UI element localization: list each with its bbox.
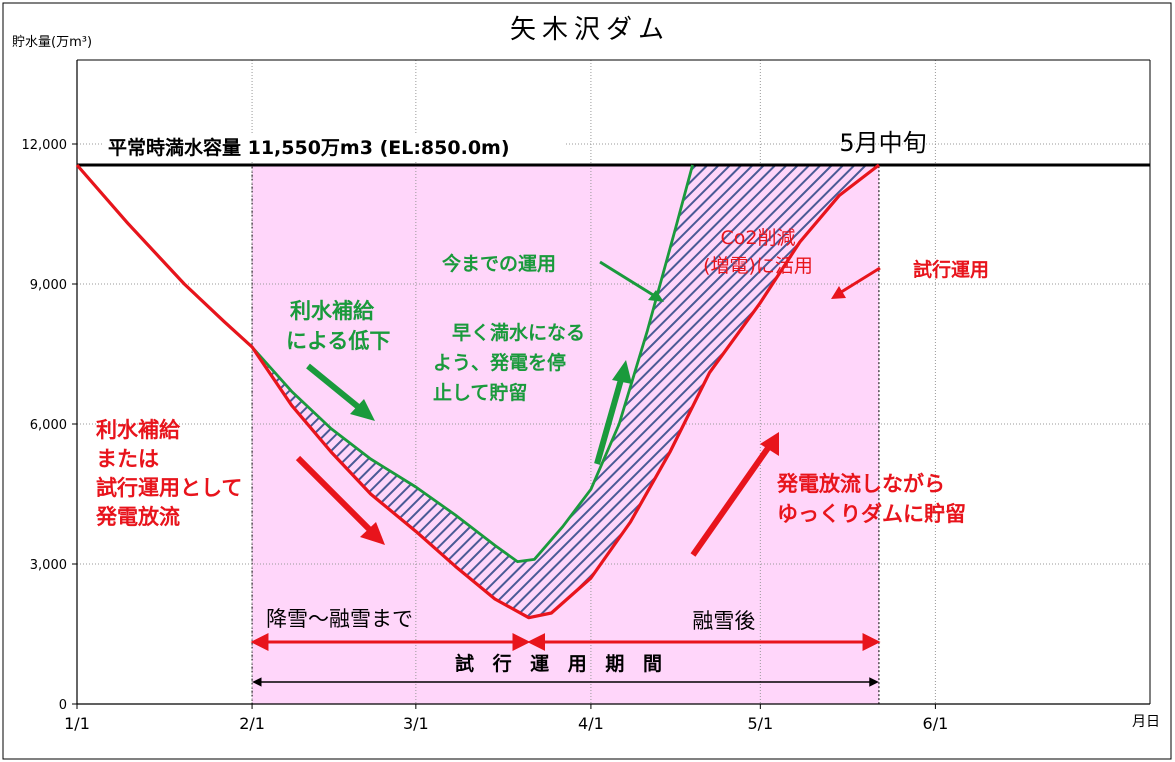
red-down-arrow-head	[360, 522, 385, 545]
y-tick-label: 12,000	[22, 138, 68, 153]
y-axis-label: 貯水量(万m³)	[12, 35, 92, 50]
early-fill-line-1: 早く満水になる	[452, 322, 585, 344]
annotation-trial: 試行運用	[913, 258, 989, 281]
early-fill-line-2: よう、発電を停	[433, 351, 566, 374]
annotation-supply-red: 利水補給 または 試行運用として 発電放流	[95, 418, 242, 529]
green-up-arrow-line	[594, 375, 625, 465]
co2-label-line-1: Co2削減	[721, 227, 796, 249]
phase-label-snowfall: 降雪～融雪まで	[266, 607, 413, 631]
red-up-arrow-line	[690, 446, 771, 557]
x-tick-label: 4/1	[578, 714, 604, 733]
y-tick-label: 6,000	[30, 418, 67, 433]
existing-pointer-line	[599, 260, 659, 300]
existing-operation-label: 今までの運用	[441, 252, 556, 275]
trial-pointer-line	[837, 266, 881, 296]
grid-lines	[77, 60, 1150, 704]
trial-operation-line	[75, 163, 880, 620]
early-fill-line-3: 止して貯留	[433, 381, 527, 404]
x-axis-label: 月日	[1132, 714, 1160, 730]
annotation-co2: Co2削減 (増電)に活用	[703, 227, 813, 277]
mid-may-label: 5月中旬	[839, 129, 926, 157]
co2-reduction-area	[252, 165, 879, 618]
x-tick-label: 2/1	[239, 714, 265, 733]
trial-period-label: 試 行 運 用 期 間	[455, 652, 668, 675]
supply-red-line-1: 利水補給	[96, 418, 181, 442]
annotation-early-fill: 早く満水になる よう、発電を停 止して貯留	[433, 322, 585, 404]
full-capacity-label-bg	[104, 134, 564, 160]
existing-pointer-head	[648, 290, 664, 302]
green-down-arrow-head	[350, 399, 375, 421]
red-down-arrow-line	[295, 455, 375, 535]
supply-red-line-3: 試行運用として	[96, 476, 242, 500]
trial-operation-label: 試行運用	[913, 258, 989, 281]
x-tick-label: 6/1	[923, 714, 949, 733]
y-tick-label: 0	[59, 698, 67, 713]
x-tick-label: 1/1	[64, 714, 90, 733]
chart-title: 矢木沢ダム	[510, 15, 670, 45]
y-tick-label: 9,000	[30, 278, 67, 293]
trial-pointer-head	[831, 286, 846, 299]
annotation-supply-green: 利水補給 による低下	[286, 299, 390, 353]
supply-red-line-4: 発電放流	[95, 505, 180, 529]
green-down-arrow-line	[306, 363, 364, 413]
red-up-arrow-head	[760, 432, 779, 456]
green-up-arrow-head	[612, 360, 632, 384]
phase-label-after-snowmelt: 融雪後	[692, 609, 755, 633]
axis-ticks: 0 3,000 6,000 9,000 12,000 1/1 2/1 3/1 4/1 5/1 6/1	[22, 138, 949, 733]
period-arrows	[250, 633, 881, 687]
co2-label-line-2: (増電)に活用	[703, 255, 813, 277]
slow-fill-line-2: ゆっくりダムに貯留	[777, 502, 966, 526]
full-capacity-label: 平常時満水容量 11,550万m3 (EL:850.0m)	[108, 136, 510, 159]
x-tick-label: 3/1	[403, 714, 429, 733]
annotation-mid-may: 5月中旬	[839, 129, 926, 157]
annotation-slow-fill: 発電放流しながら ゆっくりダムに貯留	[776, 472, 966, 526]
annotation-existing: 今までの運用	[441, 252, 556, 275]
x-tick-label: 5/1	[747, 714, 773, 733]
series-lines	[75, 163, 880, 620]
supply-green-line-2: による低下	[286, 329, 390, 353]
slow-fill-line-1: 発電放流しながら	[776, 472, 945, 496]
annotation-arrows	[295, 260, 881, 557]
supply-green-line-1: 利水補給	[290, 299, 375, 323]
supply-red-line-2: または	[96, 447, 159, 471]
y-tick-label: 3,000	[30, 558, 67, 573]
